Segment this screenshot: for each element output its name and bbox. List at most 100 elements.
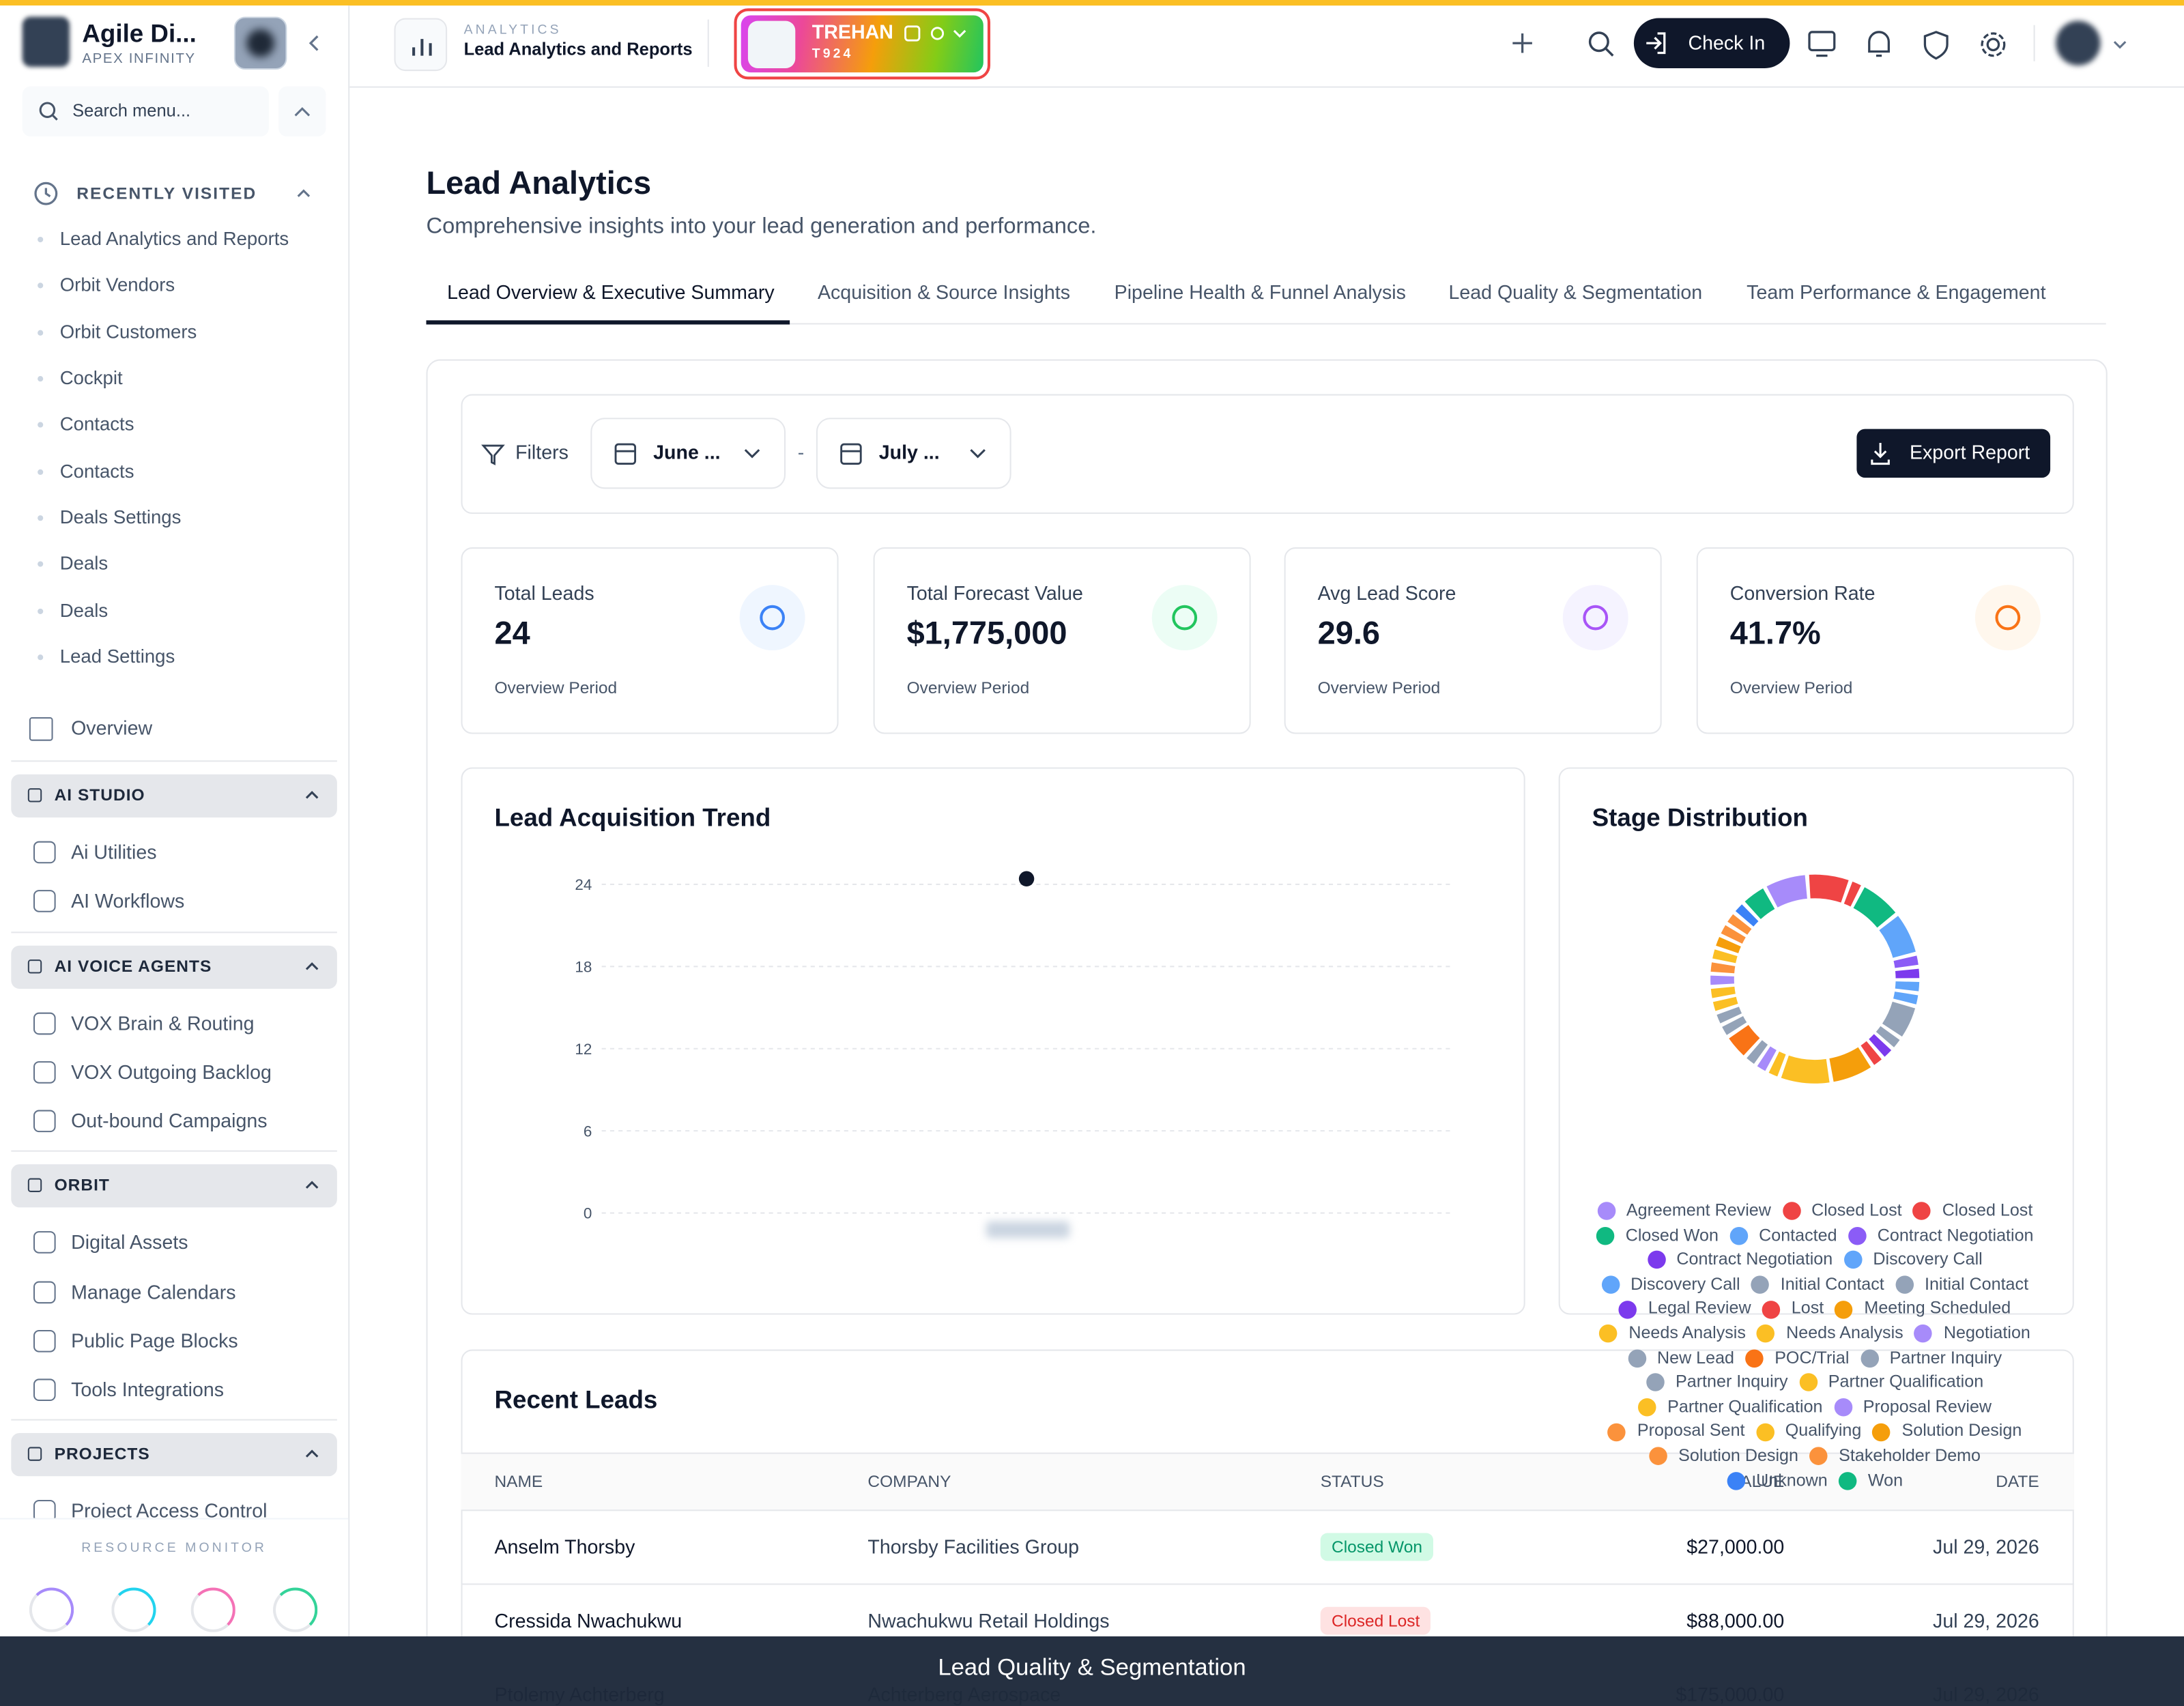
legend-swatch — [1843, 1251, 1863, 1270]
header-icons[interactable] — [1807, 28, 2127, 61]
bullet — [38, 376, 44, 382]
menu-link[interactable]: Digital Assets — [71, 1230, 188, 1253]
user-avatar[interactable] — [2056, 20, 2101, 66]
menu-link[interactable]: Public Page Blocks — [71, 1329, 238, 1352]
legend-swatch — [1599, 1325, 1618, 1343]
legend-item: Partner Qualification — [1638, 1395, 1823, 1419]
page-title: Lead Analytics — [426, 164, 652, 201]
section-chevron[interactable] — [304, 1445, 320, 1462]
collapse-sidebar[interactable] — [304, 32, 326, 55]
column-header: NAME — [494, 1471, 543, 1492]
section-icon — [27, 788, 42, 803]
history-icon — [34, 182, 58, 205]
kpi-note: Overview Period — [1729, 678, 1853, 698]
search-placeholder: Search menu... — [72, 100, 191, 121]
section-icon — [27, 1447, 42, 1461]
menu-icon — [33, 1231, 56, 1254]
table-cell: Thorsby Facilities Group — [867, 1535, 1080, 1558]
donut-segment — [1829, 1047, 1871, 1082]
donut-segment — [1712, 949, 1738, 964]
end-date-picker[interactable] — [816, 418, 1011, 489]
recent-link[interactable]: Orbit Vendors — [59, 274, 175, 296]
y-tick-label: 0 — [584, 1205, 592, 1222]
stage-legend: Agreement Review Closed Lost Closed Lost Cl… — [1588, 1199, 2042, 1493]
menu-link[interactable]: AI Workflows — [71, 889, 185, 912]
donut-segment — [1766, 875, 1807, 908]
check-in-button[interactable] — [1633, 18, 1790, 68]
resource-gauge — [29, 1587, 74, 1632]
section-chevron[interactable] — [304, 787, 320, 803]
recent-link[interactable]: Cockpit — [59, 367, 123, 389]
page-subtitle: Comprehensive insights into your lead ge… — [426, 215, 1097, 239]
search-icon — [39, 102, 58, 121]
y-tick-label: 12 — [575, 1041, 592, 1058]
table-title: Recent Leads — [494, 1386, 658, 1414]
menu-link[interactable]: Tools Integrations — [71, 1378, 225, 1401]
recent-collapse[interactable] — [293, 182, 315, 205]
start-date-picker[interactable] — [590, 418, 786, 489]
recent-link[interactable]: Lead Analytics and Reports — [59, 228, 289, 250]
recent-link[interactable]: Lead Settings — [59, 646, 175, 667]
recent-title: RECENTLY VISITED — [76, 183, 257, 203]
blurred-x-label — [986, 1221, 1070, 1239]
menu-link[interactable]: Manage Calendars — [71, 1280, 236, 1303]
column-header: COMPANY — [867, 1471, 951, 1492]
legend-item: Needs Analysis — [1757, 1322, 1903, 1346]
section-title: AI STUDIO — [54, 785, 145, 805]
legend-swatch — [1872, 1422, 1891, 1441]
recent-link[interactable]: Deals — [59, 599, 109, 621]
y-tick-label: 6 — [584, 1123, 592, 1140]
section-header[interactable] — [11, 1164, 337, 1208]
tab[interactable]: Lead Quality & Segmentation — [1448, 280, 1703, 304]
legend-swatch — [1809, 1447, 1828, 1466]
tab[interactable]: Pipeline Health & Funnel Analysis — [1114, 280, 1406, 304]
donut-segment — [1882, 1001, 1916, 1037]
tab[interactable]: Acquisition & Source Insights — [817, 280, 1071, 304]
section-header[interactable] — [11, 945, 337, 989]
section-chevron[interactable] — [304, 1176, 320, 1193]
legend-swatch — [1751, 1275, 1770, 1295]
kpi-card — [461, 547, 839, 734]
workspace-actions[interactable] — [902, 23, 975, 45]
recent-link[interactable]: Orbit Customers — [59, 321, 197, 343]
table-cell: Anselm Thorsby — [494, 1535, 635, 1558]
section-header[interactable] — [11, 774, 337, 818]
kpi-icon — [1562, 585, 1628, 651]
legend-item: Proposal Sent — [1608, 1419, 1745, 1444]
org-name: APEX INFINITY — [82, 51, 196, 67]
recent-link[interactable]: Deals — [59, 553, 109, 575]
legend-item: Initial Contact — [1751, 1273, 1884, 1297]
menu-link[interactable]: VOX Brain & Routing — [71, 1011, 255, 1035]
legend-swatch — [1596, 1226, 1615, 1245]
table-cell: Jul 29, 2026 — [1933, 1609, 2039, 1632]
tab[interactable]: Lead Overview & Executive Summary — [447, 280, 775, 304]
legend-swatch — [1745, 1349, 1764, 1368]
kpi-value: 24 — [494, 614, 530, 651]
menu-link[interactable]: VOX Outgoing Backlog — [71, 1060, 272, 1083]
recent-link[interactable]: Contacts — [59, 460, 134, 482]
section-chevron[interactable] — [304, 958, 320, 974]
section-header[interactable] — [11, 1432, 337, 1477]
search-box[interactable] — [22, 86, 269, 136]
donut-segment — [1895, 968, 1920, 979]
recent-link[interactable]: Deals Settings — [59, 506, 182, 528]
menu-link[interactable]: Project Access Control — [71, 1499, 268, 1522]
legend-swatch — [1601, 1275, 1620, 1295]
org-avatar[interactable] — [233, 16, 287, 70]
global-search[interactable] — [1586, 29, 1617, 60]
export-button[interactable] — [1856, 429, 2051, 478]
recent-link[interactable]: Contacts — [59, 414, 134, 435]
bullet — [38, 608, 44, 614]
legend-item: New Lead — [1628, 1346, 1734, 1371]
table-cell: $27,000.00 — [1686, 1535, 1785, 1558]
overview-link[interactable]: Overview — [71, 717, 153, 739]
divider — [11, 931, 337, 934]
tab[interactable]: Team Performance & Engagement — [1747, 280, 2046, 304]
menu-link[interactable]: Out-bound Campaigns — [71, 1109, 268, 1132]
legend-item: Closed Lost — [1782, 1199, 1902, 1224]
page-icon — [394, 18, 448, 72]
search-toggle[interactable] — [278, 86, 326, 136]
add-button[interactable] — [1502, 23, 1543, 64]
menu-link[interactable]: Ai Utilities — [71, 840, 157, 863]
